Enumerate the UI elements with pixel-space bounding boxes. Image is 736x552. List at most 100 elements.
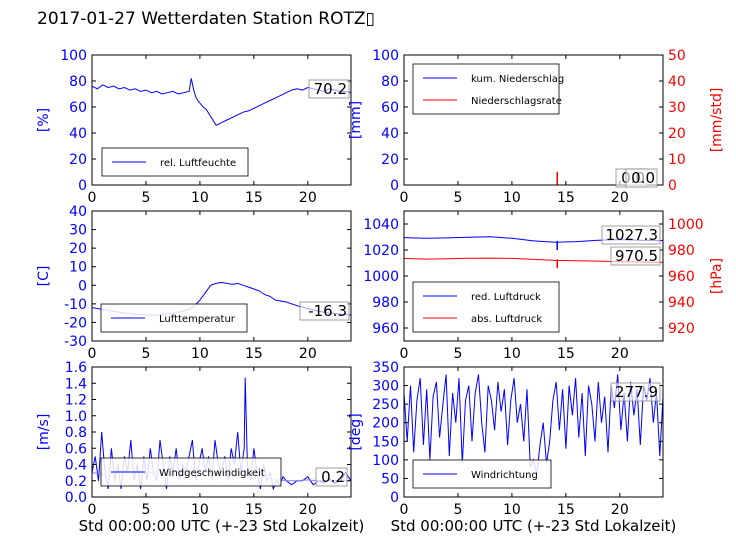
winddir-xtick-label: 0 bbox=[400, 502, 409, 518]
humidity-ylabel: [%] bbox=[36, 108, 52, 132]
windspeed-xtick-label: 20 bbox=[299, 502, 317, 518]
winddir-ytick-label: 50 bbox=[381, 471, 399, 487]
precip-ytick2-label: 50 bbox=[668, 48, 686, 64]
precip-ytick-label: 0 bbox=[390, 178, 399, 194]
winddir-ytick-label: 0 bbox=[390, 490, 399, 506]
pressure-legend-label-1: abs. Luftdruck bbox=[471, 314, 542, 325]
precip-xtick-label: 15 bbox=[557, 190, 575, 206]
humidity-xtick-label: 5 bbox=[141, 190, 150, 206]
windspeed-value-label: 0.2 bbox=[321, 468, 345, 486]
humidity-value-label: 70.2 bbox=[314, 80, 347, 98]
precip-ytick-label: 100 bbox=[372, 48, 399, 64]
temperature-xtick-label: 10 bbox=[191, 346, 209, 362]
precip-axes-frame bbox=[403, 54, 664, 186]
humidity-ytick-label: 60 bbox=[69, 100, 87, 116]
winddir-xlabel: Std 00:00:00 UTC (+-23 Std Lokalzeit) bbox=[391, 517, 677, 535]
temperature-xtick-label: 0 bbox=[88, 346, 97, 362]
windspeed-xtick-label: 15 bbox=[245, 502, 263, 518]
pressure-ytick2-label: 940 bbox=[668, 295, 695, 311]
windspeed-ytick-label: 0.4 bbox=[65, 458, 87, 474]
windspeed-xtick-label: 0 bbox=[88, 502, 97, 518]
temperature-ylabel: [C] bbox=[36, 266, 52, 287]
humidity-ytick-label: 0 bbox=[78, 178, 87, 194]
windspeed-xtick-label: 10 bbox=[191, 502, 209, 518]
pressure-ylabel2: [hPa] bbox=[709, 258, 725, 294]
temperature-xtick-label: 15 bbox=[245, 346, 263, 362]
winddir-value-box bbox=[610, 382, 661, 402]
pressure-value-label: 1027.3 bbox=[606, 226, 659, 244]
humidity-xtick-label: 15 bbox=[245, 190, 263, 206]
precip-ytick-label: 60 bbox=[381, 100, 399, 116]
precip-legend-box bbox=[412, 63, 560, 115]
temperature-ytick-label: 30 bbox=[69, 223, 87, 239]
pressure-ytick2-label: 980 bbox=[668, 243, 695, 259]
precip-ylabel: [mm] bbox=[348, 101, 364, 139]
windspeed-legend-label-0: Windgeschwindigkeit bbox=[159, 468, 265, 479]
humidity-axes-frame bbox=[91, 54, 352, 186]
temperature-value-box bbox=[299, 301, 350, 321]
precip-ytick-label: 40 bbox=[381, 126, 399, 142]
precip-ytick2-label: 10 bbox=[668, 152, 686, 168]
winddir-ytick-label: 100 bbox=[372, 453, 399, 469]
pressure-xtick-label: 10 bbox=[503, 346, 521, 362]
temperature-ytick-label: 20 bbox=[69, 241, 87, 257]
precip-legend-label-0: kum. Niederschlag bbox=[471, 74, 564, 85]
precip-legend-label-1: Niederschlagsrate bbox=[471, 96, 562, 107]
windspeed-xtick-label: 5 bbox=[141, 502, 150, 518]
precip-ytick2-label: 20 bbox=[668, 126, 686, 142]
humidity-ytick-label: 80 bbox=[69, 74, 87, 90]
windspeed-xlabel: Std 00:00:00 UTC (+-23 Std Lokalzeit) bbox=[79, 517, 365, 535]
pressure-ytick-label: 1040 bbox=[363, 217, 399, 233]
temperature-xtick-label: 5 bbox=[141, 346, 150, 362]
precip-xtick-label: 20 bbox=[611, 190, 629, 206]
temperature-legend-label-0: Lufttemperatur bbox=[159, 314, 236, 325]
pressure-value-box bbox=[601, 225, 661, 245]
humidity-legend-label-0: rel. Luftfeuchte bbox=[160, 158, 236, 169]
humidity-ytick-label: 100 bbox=[60, 48, 87, 64]
pressure-ytick-label: 980 bbox=[372, 295, 399, 311]
precip-value-label: 0.0 bbox=[631, 169, 655, 187]
temperature-axes-frame bbox=[91, 210, 352, 342]
temperature-value-label: -16.3 bbox=[308, 302, 347, 320]
pressure-legend-box bbox=[412, 281, 560, 333]
winddir-ytick-label: 300 bbox=[372, 379, 399, 395]
windspeed-ylabel: [m/s] bbox=[36, 414, 52, 451]
winddir-value-label: 277.9 bbox=[615, 383, 658, 401]
precip-ytick2-label: 40 bbox=[668, 74, 686, 90]
precip-xtick-label: 5 bbox=[453, 190, 462, 206]
winddir-legend-label-0: Windrichtung bbox=[471, 470, 538, 481]
humidity-xtick-label: 20 bbox=[299, 190, 317, 206]
page-title: 2017-01-27 Wetterdaten Station ROTZ▯ bbox=[37, 9, 375, 29]
windspeed-ytick-label: 0.0 bbox=[65, 490, 87, 506]
pressure-value-label: 970.5 bbox=[615, 247, 658, 265]
winddir-xtick-label: 10 bbox=[503, 502, 521, 518]
precip-ytick-label: 20 bbox=[381, 152, 399, 168]
winddir-xtick-label: 5 bbox=[453, 502, 462, 518]
precip-ytick2-label: 0 bbox=[668, 178, 677, 194]
precip-ytick-label: 80 bbox=[381, 74, 399, 90]
windspeed-ytick-label: 0.6 bbox=[65, 441, 87, 457]
pressure-ytick2-label: 960 bbox=[668, 269, 695, 285]
temperature-ytick-label: 0 bbox=[78, 278, 87, 294]
pressure-xtick-label: 20 bbox=[611, 346, 629, 362]
windspeed-ytick-label: 1.4 bbox=[65, 376, 87, 392]
pressure-value-box bbox=[610, 246, 661, 266]
pressure-ytick2-label: 920 bbox=[668, 321, 695, 337]
pressure-ytick-label: 1020 bbox=[363, 243, 399, 259]
temperature-ytick-label: 10 bbox=[69, 260, 87, 276]
windspeed-ytick-label: 1.6 bbox=[65, 360, 87, 376]
pressure-legend-label-0: red. Luftdruck bbox=[471, 292, 541, 303]
pressure-xtick-label: 15 bbox=[557, 346, 575, 362]
humidity-xtick-label: 10 bbox=[191, 190, 209, 206]
humidity-ytick-label: 40 bbox=[69, 126, 87, 142]
windspeed-ytick-label: 1.0 bbox=[65, 409, 87, 425]
precip-ytick2-label: 30 bbox=[668, 100, 686, 116]
windspeed-ytick-label: 0.8 bbox=[65, 425, 87, 441]
precip-xtick-label: 10 bbox=[503, 190, 521, 206]
humidity-value-box bbox=[308, 79, 350, 99]
windspeed-ytick-label: 0.2 bbox=[65, 474, 87, 490]
winddir-ylabel: [deg] bbox=[348, 413, 364, 450]
pressure-ytick-label: 1000 bbox=[363, 269, 399, 285]
pressure-xtick-label: 5 bbox=[453, 346, 462, 362]
